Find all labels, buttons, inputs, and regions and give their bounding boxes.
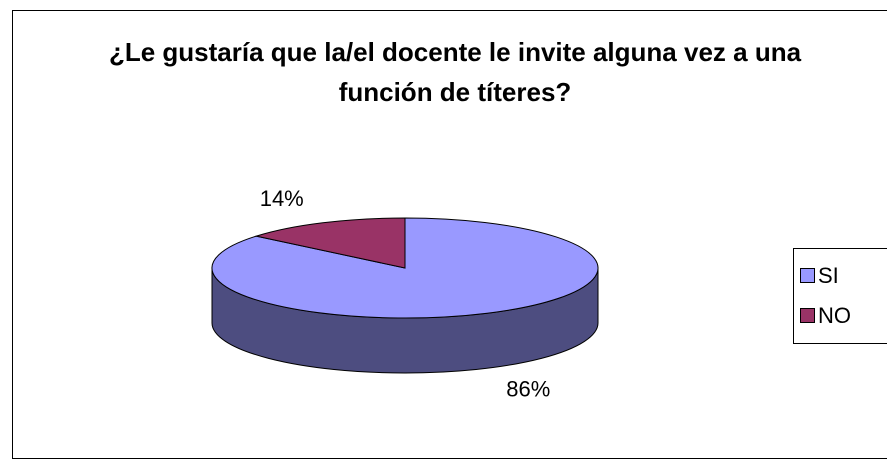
legend-label: NO (818, 303, 851, 328)
legend-swatch (800, 308, 815, 323)
legend-box (793, 248, 887, 344)
legend-label: SI (818, 263, 839, 288)
chart-title: ¿Le gustaría que la/el docente le invite… (108, 37, 802, 107)
data-label: 86% (506, 377, 550, 402)
legend-swatch (800, 268, 815, 283)
pie-slice (254, 217, 406, 269)
data-label: 14% (260, 186, 304, 211)
